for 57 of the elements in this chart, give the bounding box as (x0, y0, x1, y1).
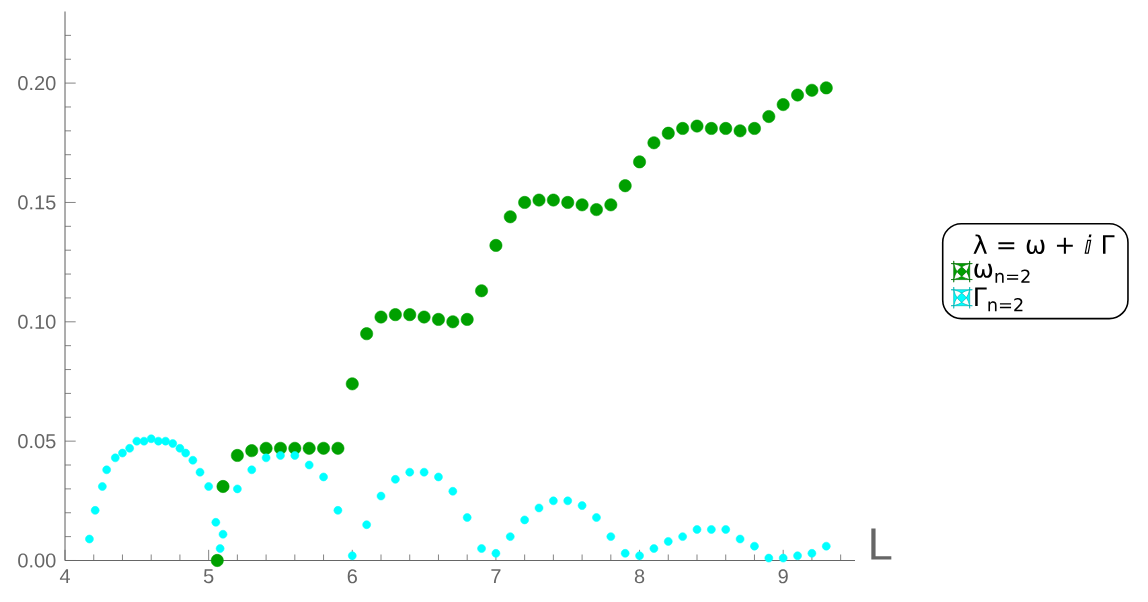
point (259, 441, 273, 455)
x-tick-label: 5 (203, 569, 214, 584)
point (647, 136, 661, 150)
y-tick-label: 0.20 (18, 76, 56, 91)
point (690, 119, 704, 133)
point (704, 122, 718, 135)
point (460, 313, 474, 326)
point (518, 196, 532, 209)
x-tick-label: 8 (634, 569, 645, 584)
point (748, 122, 761, 135)
point (776, 98, 790, 111)
point (489, 239, 503, 252)
point (719, 122, 733, 135)
x-tick-label: 7 (491, 569, 501, 583)
x-tick-label: 9 (778, 569, 788, 584)
point (417, 310, 431, 324)
y-tick-label: 0.15 (18, 195, 56, 210)
point (216, 480, 230, 493)
point (561, 196, 575, 209)
x-axis-title: L (871, 528, 892, 560)
point (345, 377, 359, 391)
point (360, 327, 374, 341)
point (633, 155, 646, 169)
point (446, 315, 460, 329)
point (575, 198, 589, 212)
point (604, 198, 618, 212)
x-tick-label: 6 (347, 569, 357, 584)
point (618, 179, 632, 193)
point (546, 193, 560, 207)
point (661, 126, 675, 140)
legend-label: ω$_{n=2}$ (974, 263, 1030, 283)
point (819, 81, 833, 95)
point (210, 554, 224, 567)
point (331, 441, 345, 455)
x-tick-label: 4 (59, 569, 70, 583)
point (403, 308, 417, 322)
y-tick-label: 0.05 (18, 434, 56, 449)
point (374, 310, 388, 324)
point (532, 193, 546, 207)
point (733, 124, 747, 138)
point (791, 88, 804, 102)
legend-title: λ = ω + ⅈ Γ (973, 234, 1115, 254)
y-tick-label: 0.10 (18, 314, 56, 329)
point (388, 308, 402, 322)
point (245, 444, 259, 458)
point (475, 284, 488, 298)
point (302, 441, 316, 455)
point (317, 441, 330, 455)
y-tick-label: 0.00 (18, 553, 56, 568)
point (762, 110, 776, 123)
point (676, 122, 690, 135)
point (805, 83, 819, 97)
legend-label: Γ$_{n=2}$ (975, 287, 1023, 312)
point (503, 210, 517, 224)
point (590, 203, 603, 217)
point (432, 313, 445, 326)
point (230, 449, 244, 462)
